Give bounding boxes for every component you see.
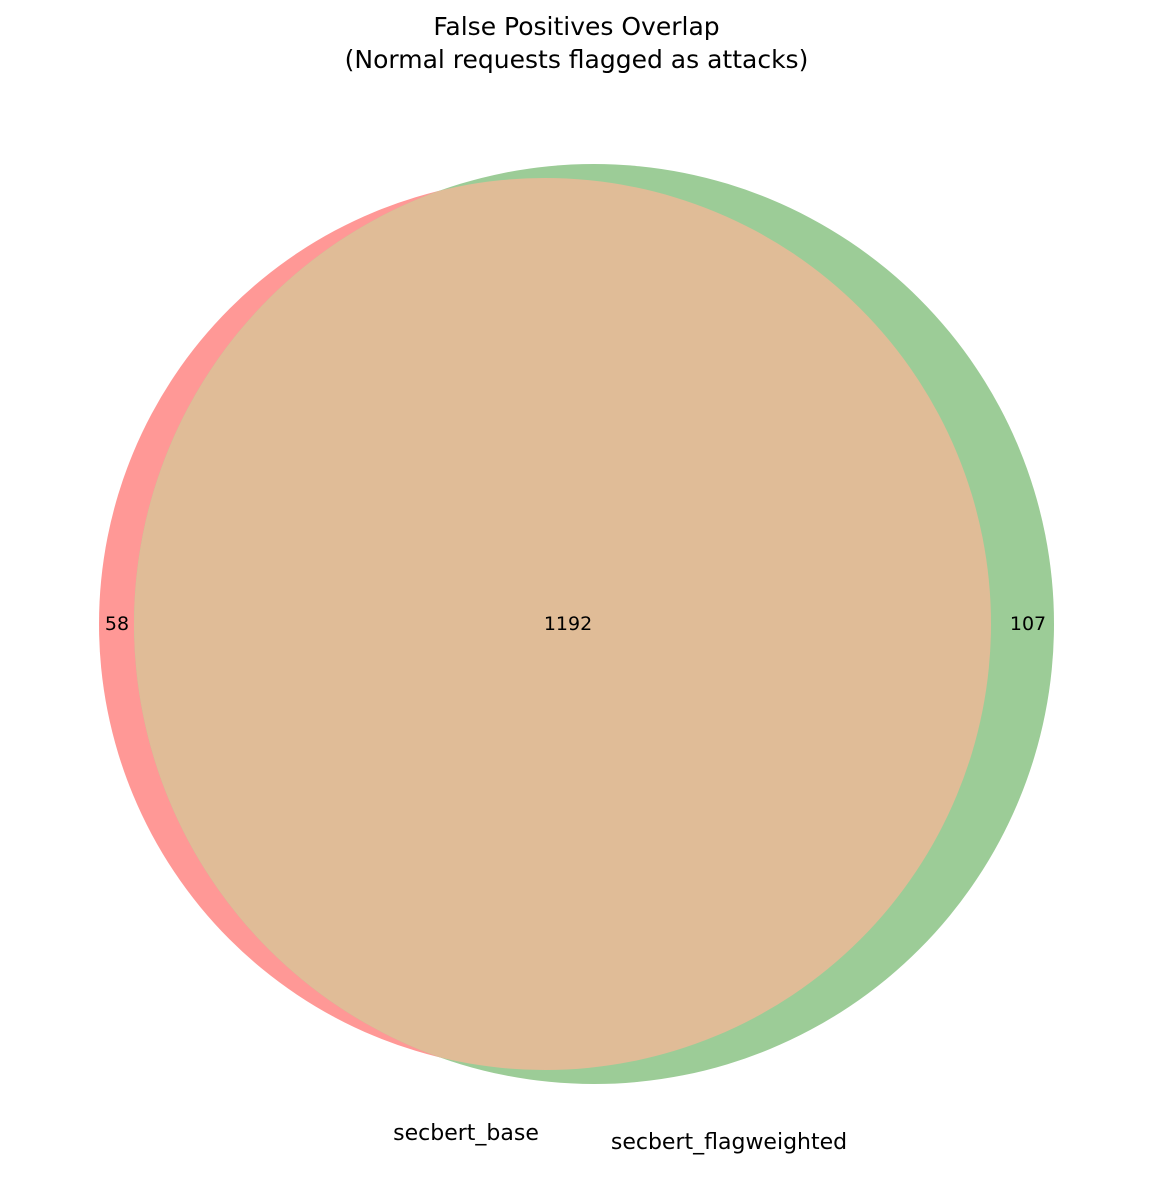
count-secbert-base-only: 58 bbox=[105, 613, 129, 635]
set-label-secbert-base: secbert_base bbox=[393, 1121, 539, 1146]
count-secbert-flagweighted-only: 107 bbox=[1010, 613, 1046, 635]
chart-title-line-1: False Positives Overlap bbox=[433, 12, 719, 41]
count-intersection: 1192 bbox=[544, 613, 592, 635]
intersection-region bbox=[134, 178, 991, 1070]
chart-title-line-2: (Normal requests flagged as attacks) bbox=[345, 45, 809, 74]
set-label-secbert-flagweighted: secbert_flagweighted bbox=[611, 1130, 847, 1155]
